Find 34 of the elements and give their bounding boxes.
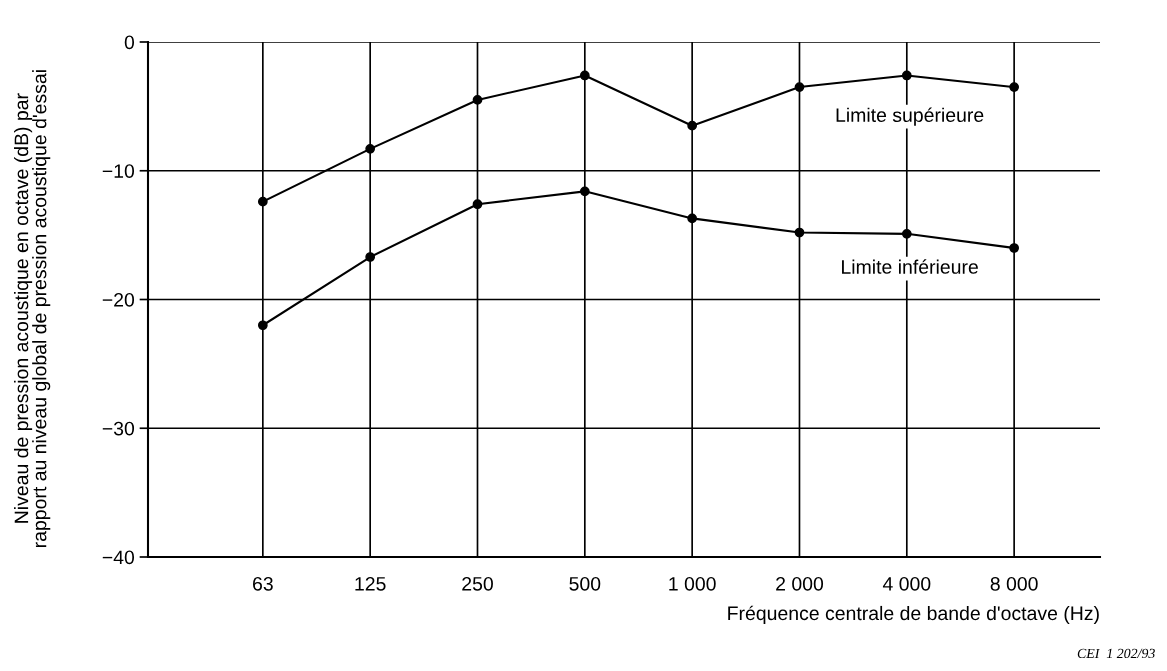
annotation: Limite supérieure [836, 107, 984, 126]
text: CEI 1 202/93 [1077, 648, 1155, 659]
y-tick-label: −40 [102, 550, 135, 565]
x-tick-label: 8 000 [990, 576, 1038, 591]
x-tick-label: 2 000 [776, 576, 824, 591]
y-tick-label: −30 [102, 421, 135, 436]
point [794, 82, 805, 92]
x-axis-title: Fréquence centrale de bande d'octave (Hz) [728, 605, 1099, 625]
point [901, 228, 912, 239]
point [579, 70, 590, 81]
y-tick-label: 0 [124, 35, 135, 50]
x-tick-label: 4 000 [882, 576, 931, 591]
point [794, 227, 805, 238]
point [472, 95, 483, 105]
point [579, 186, 590, 197]
annotation: Limite inférieure [842, 259, 978, 274]
point [257, 196, 268, 207]
point [472, 199, 483, 210]
point [257, 320, 268, 331]
y-tick-label: −20 [102, 292, 135, 307]
x-tick-label: 63 [253, 576, 273, 591]
y-tick-label: −10 [102, 164, 135, 178]
x-tick-label: 125 [355, 576, 386, 591]
x-tick-label: 500 [569, 576, 601, 591]
x-tick-label: 250 [462, 576, 493, 591]
point [1009, 82, 1019, 92]
point [365, 252, 376, 262]
point [687, 213, 698, 224]
point [365, 144, 376, 154]
x-tick-label: 1 000 [669, 576, 716, 591]
y-axis-title: Niveau de pression acoustique en octave (dB) par rapport au niveau global de pression acoustique d'essai [14, 70, 51, 548]
point [687, 120, 698, 131]
point [1009, 243, 1019, 253]
point [901, 70, 912, 81]
